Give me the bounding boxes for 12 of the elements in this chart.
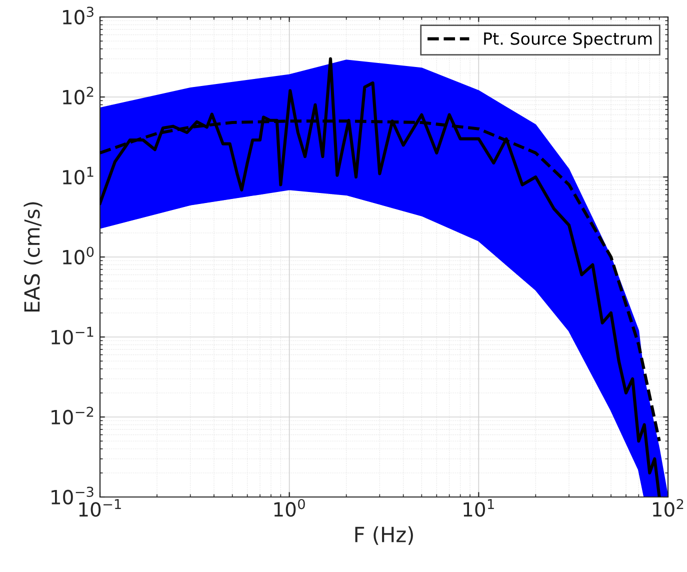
y-tick-label: 10$^{0}$ bbox=[63, 246, 94, 265]
y-tick-label: 10$^{3}$ bbox=[63, 6, 94, 25]
y-tick-label: 10$^{2}$ bbox=[63, 86, 94, 105]
x-tick-label: 10$^{2}$ bbox=[653, 498, 684, 517]
y-tick-label: 10$^{−2}$ bbox=[52, 406, 94, 425]
x-axis-title: F (Hz) bbox=[355, 526, 413, 545]
y-tick-label: 10$^{−1}$ bbox=[52, 326, 94, 345]
x-tick-label: 10$^{0}$ bbox=[274, 498, 305, 517]
x-tick-label: 10$^{1}$ bbox=[464, 499, 494, 517]
y-axis-title: EAS (cm/s) bbox=[24, 202, 42, 312]
y-tick-label: 10$^{1}$ bbox=[63, 166, 94, 185]
legend-label: Pt. Source Spectrum bbox=[484, 32, 652, 48]
